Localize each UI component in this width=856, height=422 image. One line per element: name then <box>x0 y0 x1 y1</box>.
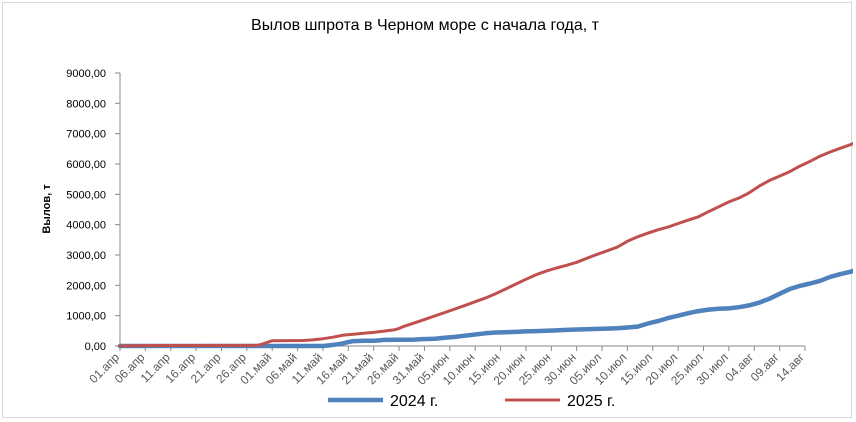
y-tick-label: 9000,00 <box>66 68 106 80</box>
y-tick-label: 5000,00 <box>66 189 106 201</box>
y-tick-label: 1000,00 <box>66 311 106 323</box>
series-line-2 <box>118 141 853 348</box>
chart-title: Вылов шпрота в Черном море с начала года… <box>251 17 600 34</box>
y-axis-label: Вылов, т <box>41 184 53 234</box>
y-tick-label: 0,00 <box>85 341 106 353</box>
legend-label-1: 2024 г. <box>390 393 438 410</box>
series-line-1 <box>117 268 853 349</box>
y-tick-label: 3000,00 <box>66 250 106 262</box>
series-lines <box>117 141 853 349</box>
y-tick-label: 7000,00 <box>66 129 106 141</box>
y-axis: 0,00 1000,00 2000,00 3000,00 4000,00 5000,00 6… <box>66 68 121 353</box>
legend-label-2: 2025 г. <box>567 393 615 410</box>
y-tick-label: 4000,00 <box>66 220 106 232</box>
y-tick-label: 2000,00 <box>66 280 106 292</box>
y-tick-label: 6000,00 <box>66 159 106 171</box>
chart-canvas: Вылов шпрота в Черном море с начала года… <box>41 17 853 410</box>
x-axis: 01.апр06.апр11.апр16.апр21.апр26.апр01.м… <box>86 345 808 388</box>
y-tick-label: 8000,00 <box>66 98 106 110</box>
x-tick-label: 14.авг <box>773 350 807 384</box>
legend: 2024 г. 2025 г. <box>328 393 615 410</box>
